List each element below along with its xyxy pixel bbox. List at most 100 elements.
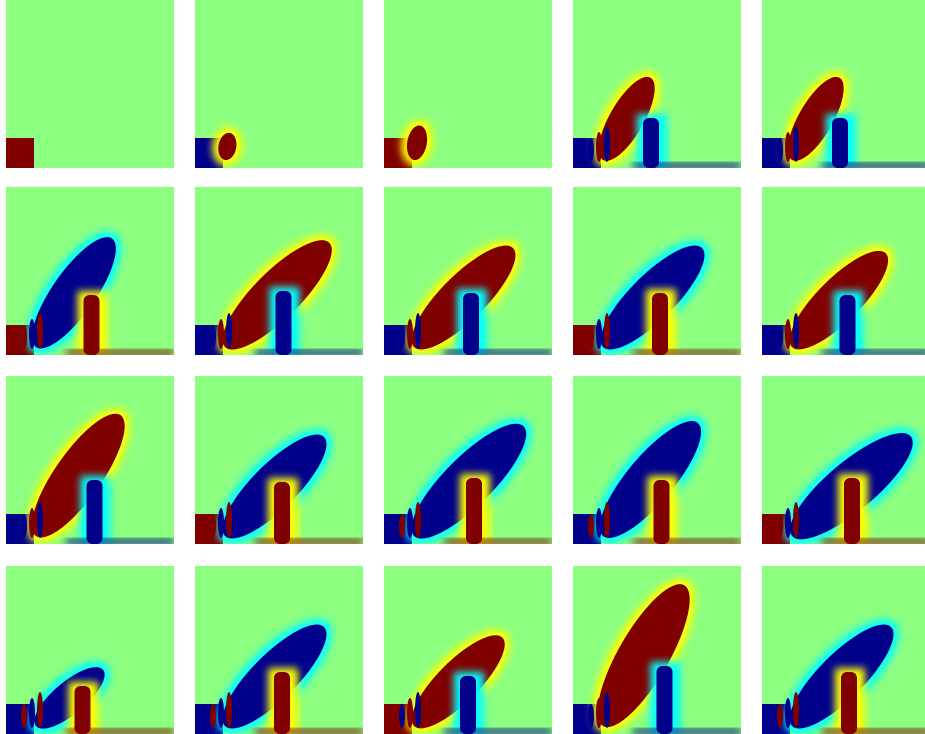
simulation-panel [762,0,925,168]
plume-core [32,237,116,349]
field-plot [762,566,925,734]
boundary-strip [633,350,741,355]
simulation-panel [573,0,741,168]
finger-structure [37,313,43,349]
simulation-panel [573,376,741,544]
finger-structure [399,704,405,728]
secondary-column [643,118,659,168]
finger-structure [777,325,783,349]
field-plot [762,376,925,544]
finger-structure [785,319,791,349]
secondary-column [839,295,856,355]
secondary-column [652,293,668,355]
simulation-panel [573,187,741,355]
simulation-panel [762,566,925,734]
simulation-panel [195,376,363,544]
boundary-strip [444,729,552,734]
finger-structure [21,704,27,728]
boundary-strip [255,350,363,355]
boundary-strip [633,539,741,544]
simulation-panel [195,566,363,734]
finger-structure [210,514,216,538]
secondary-column [844,478,860,544]
finger-structure [415,502,421,538]
finger-structure [785,508,791,538]
boundary-strip [822,350,925,355]
finger-structure [407,508,413,538]
finger-structure [793,313,799,349]
finger-structure [793,126,799,162]
field-plot [195,376,363,544]
finger-structure [29,508,35,538]
secondary-column [653,480,670,544]
field-plot [6,0,174,168]
finger-structure [399,325,405,349]
source-block [6,138,34,168]
finger-structure [415,692,421,728]
finger-structure [37,692,43,728]
field-plot [384,0,552,168]
finger-structure [793,692,799,728]
finger-structure [604,126,610,162]
finger-structure [785,698,791,728]
simulation-panel [195,187,363,355]
simulation-panel [762,376,925,544]
finger-structure [407,698,413,728]
finger-structure [785,132,791,162]
boundary-strip [66,350,174,355]
finger-structure [210,325,216,349]
boundary-strip [633,729,741,734]
finger-structure [588,138,594,162]
field-plot [6,187,174,355]
secondary-column [656,666,673,734]
finger-structure [793,502,799,538]
secondary-column [274,482,290,544]
field-plot [762,0,925,168]
simulation-panel [384,0,552,168]
boundary-strip [444,350,552,355]
plume-core [598,76,655,161]
field-plot [384,566,552,734]
simulation-panel [195,0,363,168]
simulation-panel [384,566,552,734]
secondary-column [86,480,103,544]
field-plot [384,376,552,544]
boundary-strip [66,729,174,734]
finger-structure [218,698,224,728]
finger-structure [407,319,413,349]
finger-structure [29,698,35,728]
finger-structure [226,502,232,538]
finger-structure [21,514,27,538]
simulation-panel [762,187,925,355]
finger-structure [604,313,610,349]
boundary-strip [66,539,174,544]
secondary-column [274,672,290,734]
simulation-panel [6,187,174,355]
field-plot [573,187,741,355]
secondary-column [832,118,848,168]
finger-structure [21,325,27,349]
finger-structure [37,502,43,538]
finger-structure [210,704,216,728]
field-plot [195,0,363,168]
finger-structure [588,325,594,349]
secondary-column [74,686,91,734]
field-plot [573,376,741,544]
simulation-panel [6,566,174,734]
boundary-strip [255,729,363,734]
plume-core [597,584,690,728]
secondary-column [463,293,479,355]
simulation-panel [6,0,174,168]
finger-structure [777,514,783,538]
secondary-column [83,295,100,355]
finger-structure [777,138,783,162]
boundary-strip [822,163,925,168]
secondary-column [460,676,476,734]
finger-structure [596,698,602,728]
plume-core [787,76,844,161]
secondary-column [841,672,857,734]
simulation-panel [384,187,552,355]
finger-structure [218,319,224,349]
field-plot [762,187,925,355]
